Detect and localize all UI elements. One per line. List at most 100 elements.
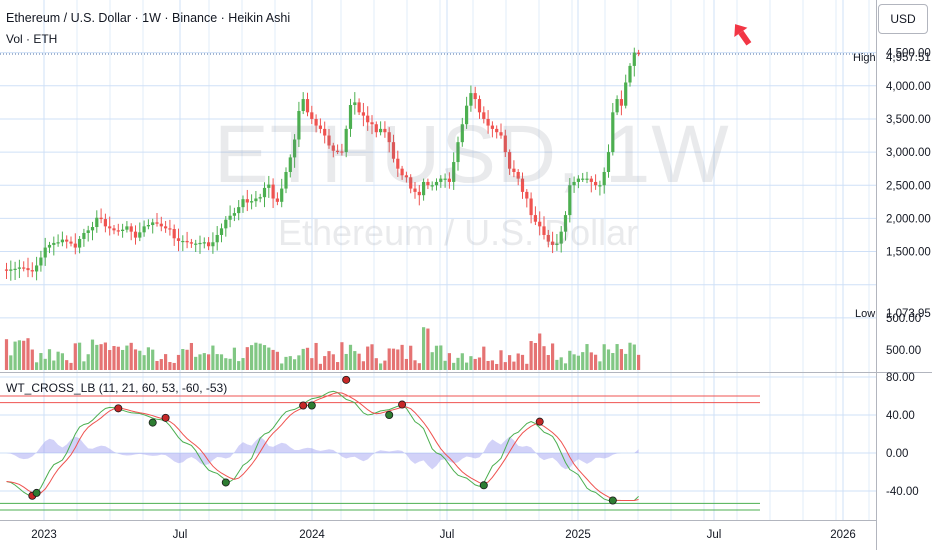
volume-bar — [103, 342, 107, 370]
candle-body — [224, 219, 228, 229]
candle-body — [486, 118, 490, 126]
volume-bar — [241, 358, 245, 370]
candle-body — [538, 221, 542, 227]
volume-bar — [495, 363, 499, 370]
candles — [4, 24, 752, 281]
volume-bar — [585, 344, 589, 370]
volume-bar — [56, 351, 60, 370]
candle-body — [632, 52, 636, 66]
volume-bar — [486, 360, 490, 370]
candle-body — [439, 178, 443, 182]
candle-body — [413, 188, 417, 192]
price-tick-label: 4,500.00 — [886, 48, 931, 60]
cross-marker-green — [479, 481, 488, 490]
candle-body — [108, 226, 112, 229]
volume-bar — [43, 358, 47, 370]
volume-bar — [482, 346, 486, 370]
volume-bar — [331, 354, 335, 370]
currency-button[interactable]: USD — [878, 4, 928, 34]
candle-body — [555, 243, 559, 245]
volume-bar — [121, 349, 125, 370]
volume-bar — [460, 353, 464, 370]
volume-bar — [396, 349, 400, 370]
candle-body — [546, 234, 550, 242]
volume-bar — [185, 349, 189, 370]
volume-bar — [568, 350, 572, 370]
watermark-symbol: ETHUSD, 1W — [214, 109, 730, 200]
volume-bar — [456, 357, 460, 370]
indicator-tick-label: 0.00 — [886, 448, 908, 460]
candle-body — [366, 115, 370, 123]
candle-body — [254, 198, 258, 202]
candle-body — [598, 185, 602, 187]
candle-body — [370, 122, 374, 125]
volume-bar — [344, 353, 348, 370]
price-tick-label: 3,000.00 — [886, 147, 931, 159]
candle-body — [404, 175, 408, 178]
arrow-head — [734, 24, 748, 37]
indicator-tick-label: 40.00 — [886, 410, 915, 422]
volume-bar — [400, 344, 404, 370]
volume-bar — [305, 347, 310, 370]
time-tick-label: Jul — [173, 529, 188, 541]
candle-body — [95, 217, 99, 228]
volume-bar — [219, 354, 224, 370]
volume-bar — [155, 361, 159, 370]
volume-bar — [538, 333, 542, 370]
candle-body — [65, 239, 69, 242]
cross-marker-red — [114, 404, 123, 413]
candle-body — [456, 142, 460, 163]
volume-bar — [581, 352, 585, 370]
cross-marker-green — [221, 478, 230, 487]
time-tick-label: 2024 — [299, 529, 325, 541]
high-value: 4,957.51 — [886, 52, 931, 64]
indicator-tick-label: -40.00 — [886, 486, 919, 498]
volume-bar — [159, 359, 163, 370]
candle-body — [69, 241, 73, 244]
candle-body — [374, 124, 378, 133]
candle-body — [314, 118, 318, 126]
candle-body — [26, 268, 30, 271]
candle-body — [594, 181, 598, 186]
cross-marker-red — [535, 417, 544, 426]
volume-bar — [245, 347, 249, 370]
candle-body — [452, 162, 456, 182]
volume-bar — [439, 345, 443, 370]
volume-bar — [39, 353, 43, 370]
candle-body — [508, 152, 512, 169]
candle-body — [228, 215, 232, 220]
candle-body — [30, 270, 34, 272]
volume-bar — [168, 362, 172, 370]
candle-body — [56, 242, 60, 244]
candle-body — [250, 201, 254, 203]
candle-body — [151, 222, 155, 226]
volume-bar — [529, 341, 533, 370]
volume-legend[interactable]: Vol · ETH — [6, 32, 58, 46]
volume-bar — [181, 349, 185, 370]
candle-body — [78, 238, 82, 248]
wt1-line — [6, 390, 639, 501]
volume-bar — [284, 356, 288, 370]
volume-bar — [336, 362, 340, 370]
volume-bar — [90, 339, 95, 370]
candle-body — [611, 112, 615, 153]
volume-bar — [525, 363, 529, 370]
volume-bar — [108, 350, 112, 370]
volume-bar — [533, 343, 537, 370]
grid — [0, 0, 876, 520]
candle-body — [344, 128, 348, 153]
volume-bar — [490, 360, 494, 370]
candle-body — [73, 243, 77, 248]
chart-title[interactable]: Ethereum / U.S. Dollar · 1W · Binance · … — [6, 11, 291, 25]
candle-body — [155, 222, 159, 224]
volume-bar — [417, 363, 421, 370]
indicator-legend[interactable]: WT_CROSS_LB (11, 21, 60, 53, -60, -53) — [6, 381, 228, 395]
volume-bar — [172, 362, 176, 370]
candle-body — [473, 93, 477, 100]
volume-bar — [409, 345, 413, 370]
volume-bar — [310, 358, 314, 370]
candle-body — [90, 227, 95, 231]
candle-body — [82, 232, 86, 239]
candle-body — [297, 110, 301, 140]
